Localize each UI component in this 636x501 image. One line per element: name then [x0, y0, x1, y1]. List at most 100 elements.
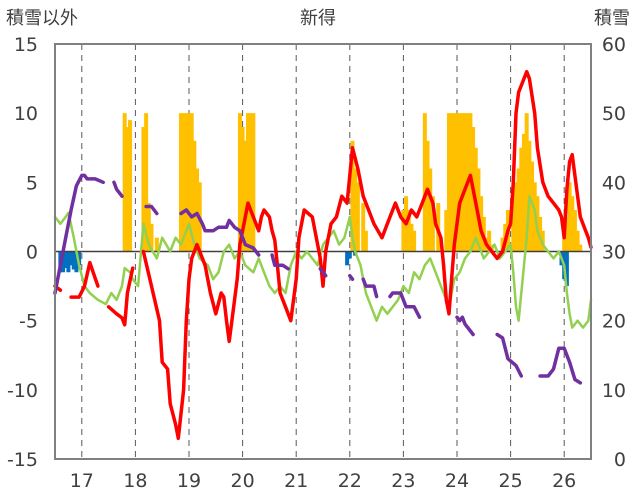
x-tick-label: 18: [123, 470, 147, 492]
bar: [146, 203, 151, 252]
left-axis-ticks: 15 10 5 0 -5 -10 -15: [7, 34, 38, 471]
bar: [575, 230, 580, 252]
bar: [363, 230, 368, 252]
bar: [355, 182, 360, 252]
bar: [195, 168, 200, 252]
bar: [406, 210, 411, 252]
bar: [353, 168, 358, 252]
bar: [149, 223, 154, 252]
y-left-tick-label: 0: [26, 242, 38, 264]
bar: [449, 113, 454, 252]
bar: [401, 210, 406, 252]
bar: [125, 127, 130, 252]
y-right-tick-label: 60: [602, 34, 626, 56]
bar: [428, 168, 433, 252]
bar: [463, 113, 468, 252]
x-tick-label: 20: [231, 470, 255, 492]
bar: [457, 113, 462, 252]
bar: [578, 244, 583, 252]
series-line: [318, 267, 328, 278]
y-left-tick-label: 5: [26, 172, 38, 194]
bar: [66, 251, 71, 273]
bar: [572, 210, 577, 252]
bar: [141, 127, 146, 252]
y-left-tick-label: -10: [7, 380, 38, 402]
bar: [361, 203, 366, 252]
x-tick-label: 19: [177, 470, 201, 492]
bar: [237, 113, 242, 252]
bar: [452, 113, 457, 252]
y-left-tick-label: -15: [7, 449, 38, 471]
y-right-tick-label: 10: [602, 380, 626, 402]
x-tick-label: 21: [284, 470, 308, 492]
bar: [460, 113, 465, 252]
plot-frame: [54, 43, 592, 460]
left-axis-title: 積雪以外: [6, 8, 78, 29]
right-axis-ticks: 60 50 40 30 20 10 0: [602, 34, 626, 471]
series-line: [179, 208, 261, 257]
bar: [524, 113, 529, 252]
series-line: [538, 346, 583, 385]
bar: [63, 251, 68, 269]
right-axis-title: 積雪: [594, 8, 630, 29]
bar: [444, 210, 449, 252]
bar: [511, 196, 516, 252]
bar: [500, 237, 505, 252]
bar: [77, 251, 82, 266]
bar: [567, 182, 572, 252]
series-line: [495, 332, 524, 378]
vertical-gridlines: [81, 44, 565, 459]
series-line: [53, 173, 105, 295]
bar: [516, 168, 521, 252]
bar: [519, 147, 524, 252]
bar: [562, 230, 567, 252]
bar: [243, 140, 248, 252]
series-line: [53, 194, 593, 329]
bar: [412, 230, 417, 252]
series-line: [348, 273, 355, 281]
bar: [425, 140, 430, 252]
bar: [422, 113, 427, 252]
plot-border: [54, 43, 592, 460]
bar: [178, 113, 183, 252]
x-tick-label: 23: [391, 470, 415, 492]
bar: [350, 140, 355, 252]
bar: [144, 113, 149, 252]
x-tick-label: 17: [70, 470, 94, 492]
x-tick-label: 25: [499, 470, 523, 492]
y-right-tick-label: 20: [602, 311, 626, 333]
x-axis-ticks: 17 18 19 20 21 22 23 24 25 26: [70, 470, 577, 492]
y-right-tick-label: 50: [602, 103, 626, 125]
bar: [245, 113, 250, 252]
y-left-tick-label: 10: [14, 103, 38, 125]
bar: [564, 251, 569, 287]
bar: [345, 251, 350, 266]
series-line: [270, 253, 290, 271]
bar: [154, 237, 159, 252]
x-tick-label: 24: [445, 470, 469, 492]
bar: [71, 251, 76, 270]
bar: [538, 216, 543, 252]
series-line: [361, 277, 379, 299]
y-right-tick-label: 40: [602, 172, 626, 194]
series-line: [455, 315, 475, 337]
bar: [430, 196, 435, 252]
bar: [455, 113, 459, 252]
bar: [248, 113, 253, 252]
y-left-tick-label: -5: [19, 311, 38, 333]
series-line: [141, 69, 593, 441]
bar: [74, 251, 79, 273]
chart-title: 新得: [300, 8, 336, 29]
line-series: [53, 69, 593, 441]
bar: [61, 251, 66, 273]
x-tick-label: 22: [338, 470, 362, 492]
series-line: [69, 260, 100, 299]
y-right-tick-label: 0: [614, 449, 626, 471]
bar: [487, 230, 492, 252]
x-tick-label: 26: [552, 470, 576, 492]
series-line: [106, 266, 135, 327]
bar: [570, 196, 575, 252]
bar: [240, 127, 245, 252]
bar: [446, 113, 451, 252]
